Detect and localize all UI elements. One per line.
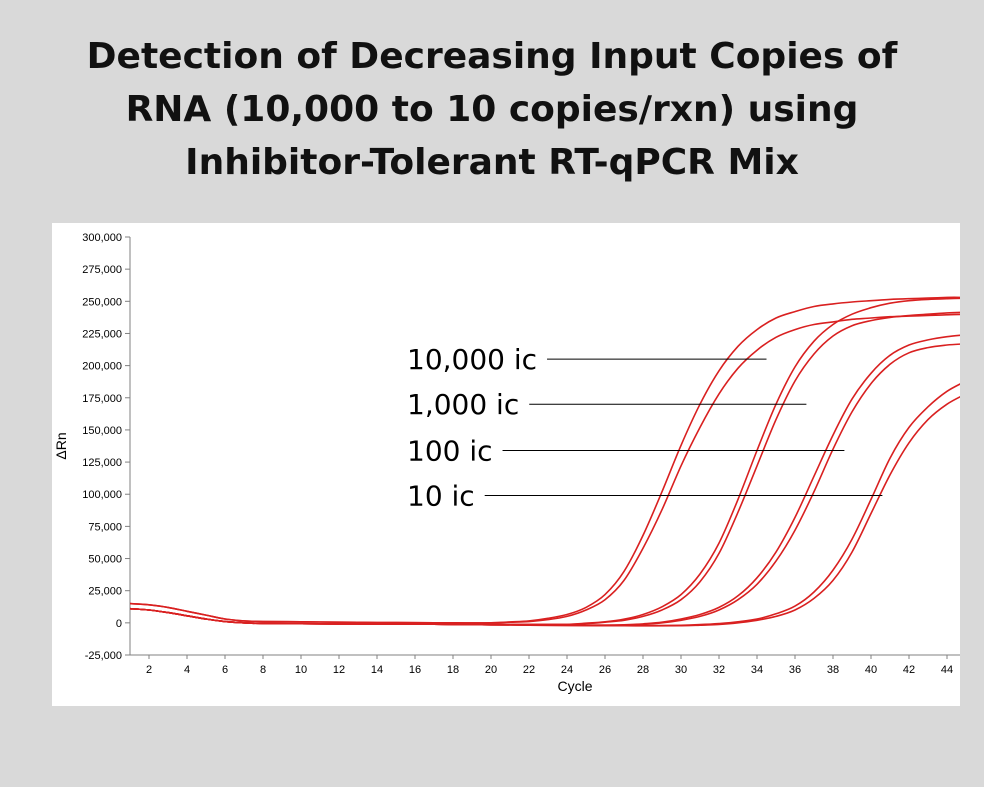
annotation-label: 10 ic <box>407 480 475 513</box>
y-tick-label: -25,000 <box>85 650 122 662</box>
y-tick-label: 275,000 <box>82 264 122 276</box>
annotation-label: 1,000 ic <box>407 388 519 421</box>
y-tick-label: 200,000 <box>82 361 122 373</box>
x-tick-label: 44 <box>941 664 953 676</box>
y-tick-label: 125,000 <box>82 457 122 469</box>
x-tick-label: 34 <box>751 664 763 676</box>
y-tick-label: 75,000 <box>88 521 122 533</box>
y-tick-label: 0 <box>116 618 122 630</box>
x-axis-title: Cycle <box>557 678 592 694</box>
x-tick-label: 10 <box>295 664 307 676</box>
amplification-plot: -25,000 0 25,000 50,000 75,000 100,000 125,000… <box>53 232 960 694</box>
x-tick-label: 30 <box>675 664 687 676</box>
y-tick-label: 25,000 <box>88 586 122 598</box>
y-tick-label: 225,000 <box>82 328 122 340</box>
x-tick-label: 6 <box>222 664 228 676</box>
x-tick-label: 4 <box>184 664 190 676</box>
annotation-label: 10,000 ic <box>407 343 537 376</box>
x-axis: 2 4 6 8 10 12 14 16 18 20 22 24 26 28 30 32 34 36 38 40 42 44 <box>130 654 960 676</box>
y-tick-label: 300,000 <box>82 232 122 244</box>
y-tick-label: 150,000 <box>82 425 122 437</box>
y-tick-label: 100,000 <box>82 489 122 501</box>
slide-title-line: Inhibitor-Tolerant RT-qPCR Mix <box>185 142 799 183</box>
x-tick-label: 22 <box>523 664 535 676</box>
x-tick-label: 8 <box>260 664 266 676</box>
annotations: 10,000 ic 1,000 ic 100 ic 10 ic <box>407 343 883 513</box>
amplification-curves <box>130 296 960 627</box>
x-tick-label: 12 <box>333 664 345 676</box>
x-tick-label: 16 <box>409 664 421 676</box>
slide-title-line: RNA (10,000 to 10 copies/rxn) using <box>125 89 859 130</box>
x-tick-label: 26 <box>599 664 611 676</box>
chart-panel: -25,000 0 25,000 50,000 75,000 100,000 125,000… <box>52 223 960 706</box>
slide-title: Detection of Decreasing Input Copies of … <box>0 30 984 189</box>
series-line <box>130 296 960 624</box>
x-tick-label: 18 <box>447 664 459 676</box>
x-tick-label: 36 <box>789 664 801 676</box>
x-tick-label: 32 <box>713 664 725 676</box>
annotation-label: 100 ic <box>407 435 493 468</box>
x-tick-label: 14 <box>371 664 383 676</box>
y-tick-label: 250,000 <box>82 296 122 308</box>
y-axis: -25,000 0 25,000 50,000 75,000 100,000 125,000… <box>82 232 131 662</box>
series-line <box>130 334 960 626</box>
series-line <box>130 297 960 626</box>
series-line <box>130 343 960 626</box>
x-tick-label: 24 <box>561 664 573 676</box>
x-tick-label: 20 <box>485 664 497 676</box>
slide-title-line: Detection of Decreasing Input Copies of <box>86 36 898 77</box>
x-tick-label: 40 <box>865 664 877 676</box>
x-tick-label: 42 <box>903 664 915 676</box>
x-tick-label: 2 <box>146 664 152 676</box>
y-axis-title: ΔRn <box>53 432 69 459</box>
y-tick-label: 50,000 <box>88 554 122 566</box>
series-line <box>130 383 960 627</box>
y-tick-label: 175,000 <box>82 393 122 405</box>
x-tick-label: 38 <box>827 664 839 676</box>
x-tick-label: 28 <box>637 664 649 676</box>
